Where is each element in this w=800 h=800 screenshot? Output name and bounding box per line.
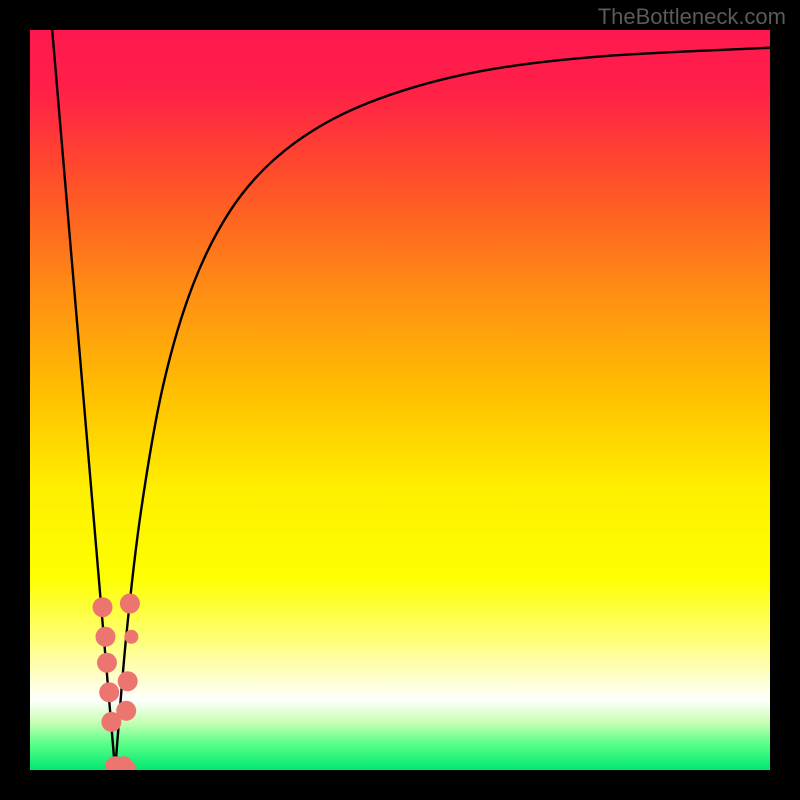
data-marker <box>97 653 117 673</box>
data-marker <box>95 627 115 647</box>
data-marker <box>118 671 138 691</box>
data-marker <box>93 597 113 617</box>
data-marker <box>99 682 119 702</box>
plot-area <box>30 30 770 770</box>
data-marker <box>116 701 136 721</box>
data-marker <box>124 630 138 644</box>
watermark-label: TheBottleneck.com <box>598 4 786 30</box>
gradient-background <box>30 30 770 770</box>
bottleneck-chart <box>30 30 770 770</box>
outer-frame: TheBottleneck.com <box>0 0 800 800</box>
data-marker <box>120 594 140 614</box>
